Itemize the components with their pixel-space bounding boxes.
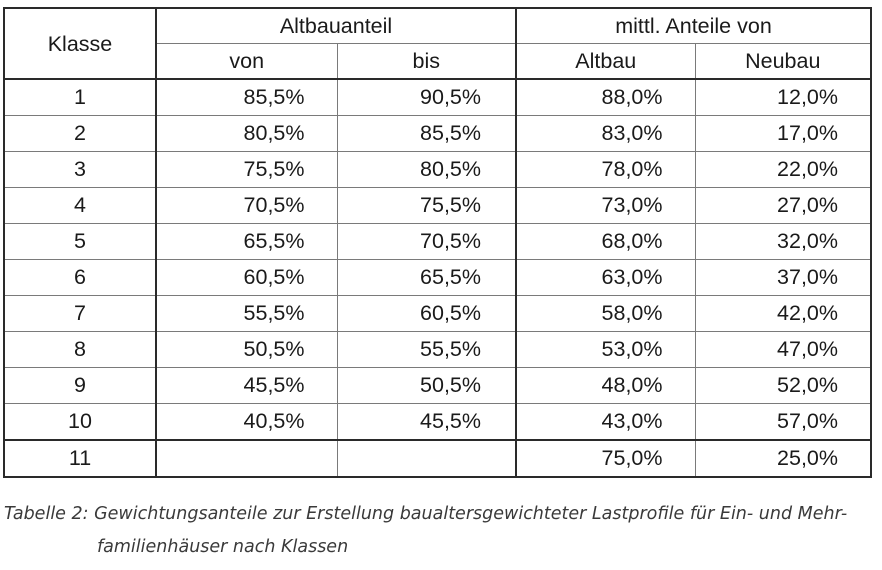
- table-row: 2 80,5% 85,5% 83,0% 17,0%: [3, 115, 873, 152]
- cell-von: 55,5%: [155, 295, 337, 332]
- cell-bis: 50,5%: [336, 367, 516, 404]
- table-row: 7 55,5% 60,5% 58,0% 42,0%: [3, 295, 873, 332]
- cell-von: [155, 439, 337, 478]
- cell-von: 40,5%: [155, 403, 337, 440]
- weighting-table: Klasse Altbauanteil mittl. Anteile von v…: [3, 7, 873, 478]
- header-klasse: Klasse: [3, 7, 156, 80]
- header-neubau: Neubau: [694, 43, 873, 80]
- cell-bis: 90,5%: [336, 79, 516, 116]
- table-row: 6 60,5% 65,5% 63,0% 37,0%: [3, 259, 873, 296]
- cell-altbau: 83,0%: [515, 115, 695, 152]
- header-bis: bis: [336, 43, 516, 80]
- cell-von: 60,5%: [155, 259, 337, 296]
- cell-bis: 70,5%: [336, 223, 516, 260]
- cell-altbau: 58,0%: [515, 295, 695, 332]
- cell-klasse: 4: [3, 187, 156, 224]
- caption-line-2: familienhäuser nach Klassen: [97, 537, 349, 557]
- table-row: 3 75,5% 80,5% 78,0% 22,0%: [3, 151, 873, 188]
- cell-klasse: 1: [3, 79, 156, 116]
- cell-neubau: 37,0%: [694, 259, 873, 296]
- table-row: 10 40,5% 45,5% 43,0% 57,0%: [3, 403, 873, 440]
- cell-klasse: 7: [3, 295, 156, 332]
- cell-bis: 75,5%: [336, 187, 516, 224]
- table-footer: 11 75,0% 25,0%: [3, 439, 873, 478]
- cell-altbau: 73,0%: [515, 187, 695, 224]
- table-caption: Tabelle 2: Gewichtungsanteile zur Erstel…: [4, 498, 874, 564]
- cell-neubau: 32,0%: [694, 223, 873, 260]
- cell-bis: [336, 439, 516, 478]
- cell-altbau: 78,0%: [515, 151, 695, 188]
- table-row: 9 45,5% 50,5% 48,0% 52,0%: [3, 367, 873, 404]
- header-row-bottom: von bis Altbau Neubau: [4, 43, 873, 80]
- cell-neubau: 17,0%: [694, 115, 873, 152]
- cell-klasse: 11: [3, 439, 156, 478]
- table-row: 8 50,5% 55,5% 53,0% 47,0%: [3, 331, 873, 368]
- caption-line-1: Tabelle 2: Gewichtungsanteile zur Erstel…: [4, 504, 848, 524]
- table-row-last: 11 75,0% 25,0%: [3, 439, 873, 478]
- cell-neubau: 25,0%: [694, 439, 873, 478]
- cell-altbau: 75,0%: [515, 439, 695, 478]
- table-header: Klasse Altbauanteil mittl. Anteile von v…: [3, 7, 873, 80]
- cell-von: 65,5%: [155, 223, 337, 260]
- cell-klasse: 5: [3, 223, 156, 260]
- cell-altbau: 68,0%: [515, 223, 695, 260]
- header-altbauanteil: Altbauanteil: [155, 7, 516, 44]
- weighting-table-container: Klasse Altbauanteil mittl. Anteile von v…: [3, 7, 873, 478]
- cell-von: 45,5%: [155, 367, 337, 404]
- cell-von: 85,5%: [155, 79, 337, 116]
- cell-neubau: 22,0%: [694, 151, 873, 188]
- cell-neubau: 27,0%: [694, 187, 873, 224]
- cell-altbau: 63,0%: [515, 259, 695, 296]
- cell-altbau: 43,0%: [515, 403, 695, 440]
- cell-von: 80,5%: [155, 115, 337, 152]
- cell-klasse: 8: [3, 331, 156, 368]
- cell-altbau: 88,0%: [515, 79, 695, 116]
- cell-bis: 80,5%: [336, 151, 516, 188]
- header-row-top: Klasse Altbauanteil mittl. Anteile von: [3, 7, 873, 80]
- cell-klasse: 6: [3, 259, 156, 296]
- cell-klasse: 2: [3, 115, 156, 152]
- cell-von: 70,5%: [155, 187, 337, 224]
- cell-bis: 60,5%: [336, 295, 516, 332]
- cell-altbau: 53,0%: [515, 331, 695, 368]
- cell-klasse: 3: [3, 151, 156, 188]
- header-altbau: Altbau: [515, 43, 695, 80]
- table-row: 1 85,5% 90,5% 88,0% 12,0%: [3, 79, 873, 116]
- cell-bis: 65,5%: [336, 259, 516, 296]
- header-von: von: [155, 43, 337, 80]
- table-body: 1 85,5% 90,5% 88,0% 12,0% 2 80,5% 85,5% 83,0% 17,…: [3, 79, 873, 440]
- cell-neubau: 52,0%: [694, 367, 873, 404]
- cell-neubau: 47,0%: [694, 331, 873, 368]
- table-row: 4 70,5% 75,5% 73,0% 27,0%: [3, 187, 873, 224]
- header-mittl-anteile: mittl. Anteile von: [514, 7, 873, 44]
- cell-neubau: 57,0%: [694, 403, 873, 440]
- cell-klasse: 10: [3, 403, 156, 440]
- table-row: 5 65,5% 70,5% 68,0% 32,0%: [3, 223, 873, 260]
- cell-altbau: 48,0%: [515, 367, 695, 404]
- cell-bis: 45,5%: [336, 403, 516, 440]
- cell-neubau: 12,0%: [694, 79, 873, 116]
- cell-bis: 55,5%: [336, 331, 516, 368]
- cell-klasse: 9: [3, 367, 156, 404]
- cell-bis: 85,5%: [336, 115, 516, 152]
- cell-von: 75,5%: [155, 151, 337, 188]
- cell-neubau: 42,0%: [694, 295, 873, 332]
- cell-von: 50,5%: [155, 331, 337, 368]
